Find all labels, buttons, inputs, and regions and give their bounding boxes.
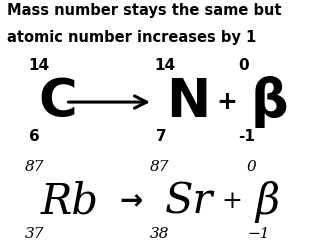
Text: 6: 6 [29, 129, 39, 144]
Text: 7: 7 [156, 129, 167, 144]
Text: Sr: Sr [165, 181, 213, 223]
Text: +: + [222, 190, 243, 213]
Text: 14: 14 [29, 58, 50, 73]
Text: 87: 87 [25, 160, 45, 174]
Text: C: C [39, 76, 77, 128]
Text: 38: 38 [150, 227, 169, 241]
Text: 14: 14 [155, 58, 176, 73]
Text: -1: -1 [239, 129, 255, 144]
Text: Mass number stays the same but: Mass number stays the same but [7, 3, 281, 18]
Text: 0: 0 [239, 58, 249, 73]
Text: β: β [250, 76, 288, 128]
Text: 0: 0 [247, 160, 257, 174]
Text: atomic number increases by 1: atomic number increases by 1 [7, 30, 256, 45]
Text: Rb: Rb [40, 181, 98, 223]
Text: +: + [217, 90, 238, 114]
Text: →: → [119, 187, 142, 216]
Text: β: β [255, 181, 280, 223]
Text: 87: 87 [150, 160, 169, 174]
Text: N: N [166, 76, 211, 128]
Text: −1: −1 [247, 227, 269, 241]
Text: 37: 37 [25, 227, 45, 241]
